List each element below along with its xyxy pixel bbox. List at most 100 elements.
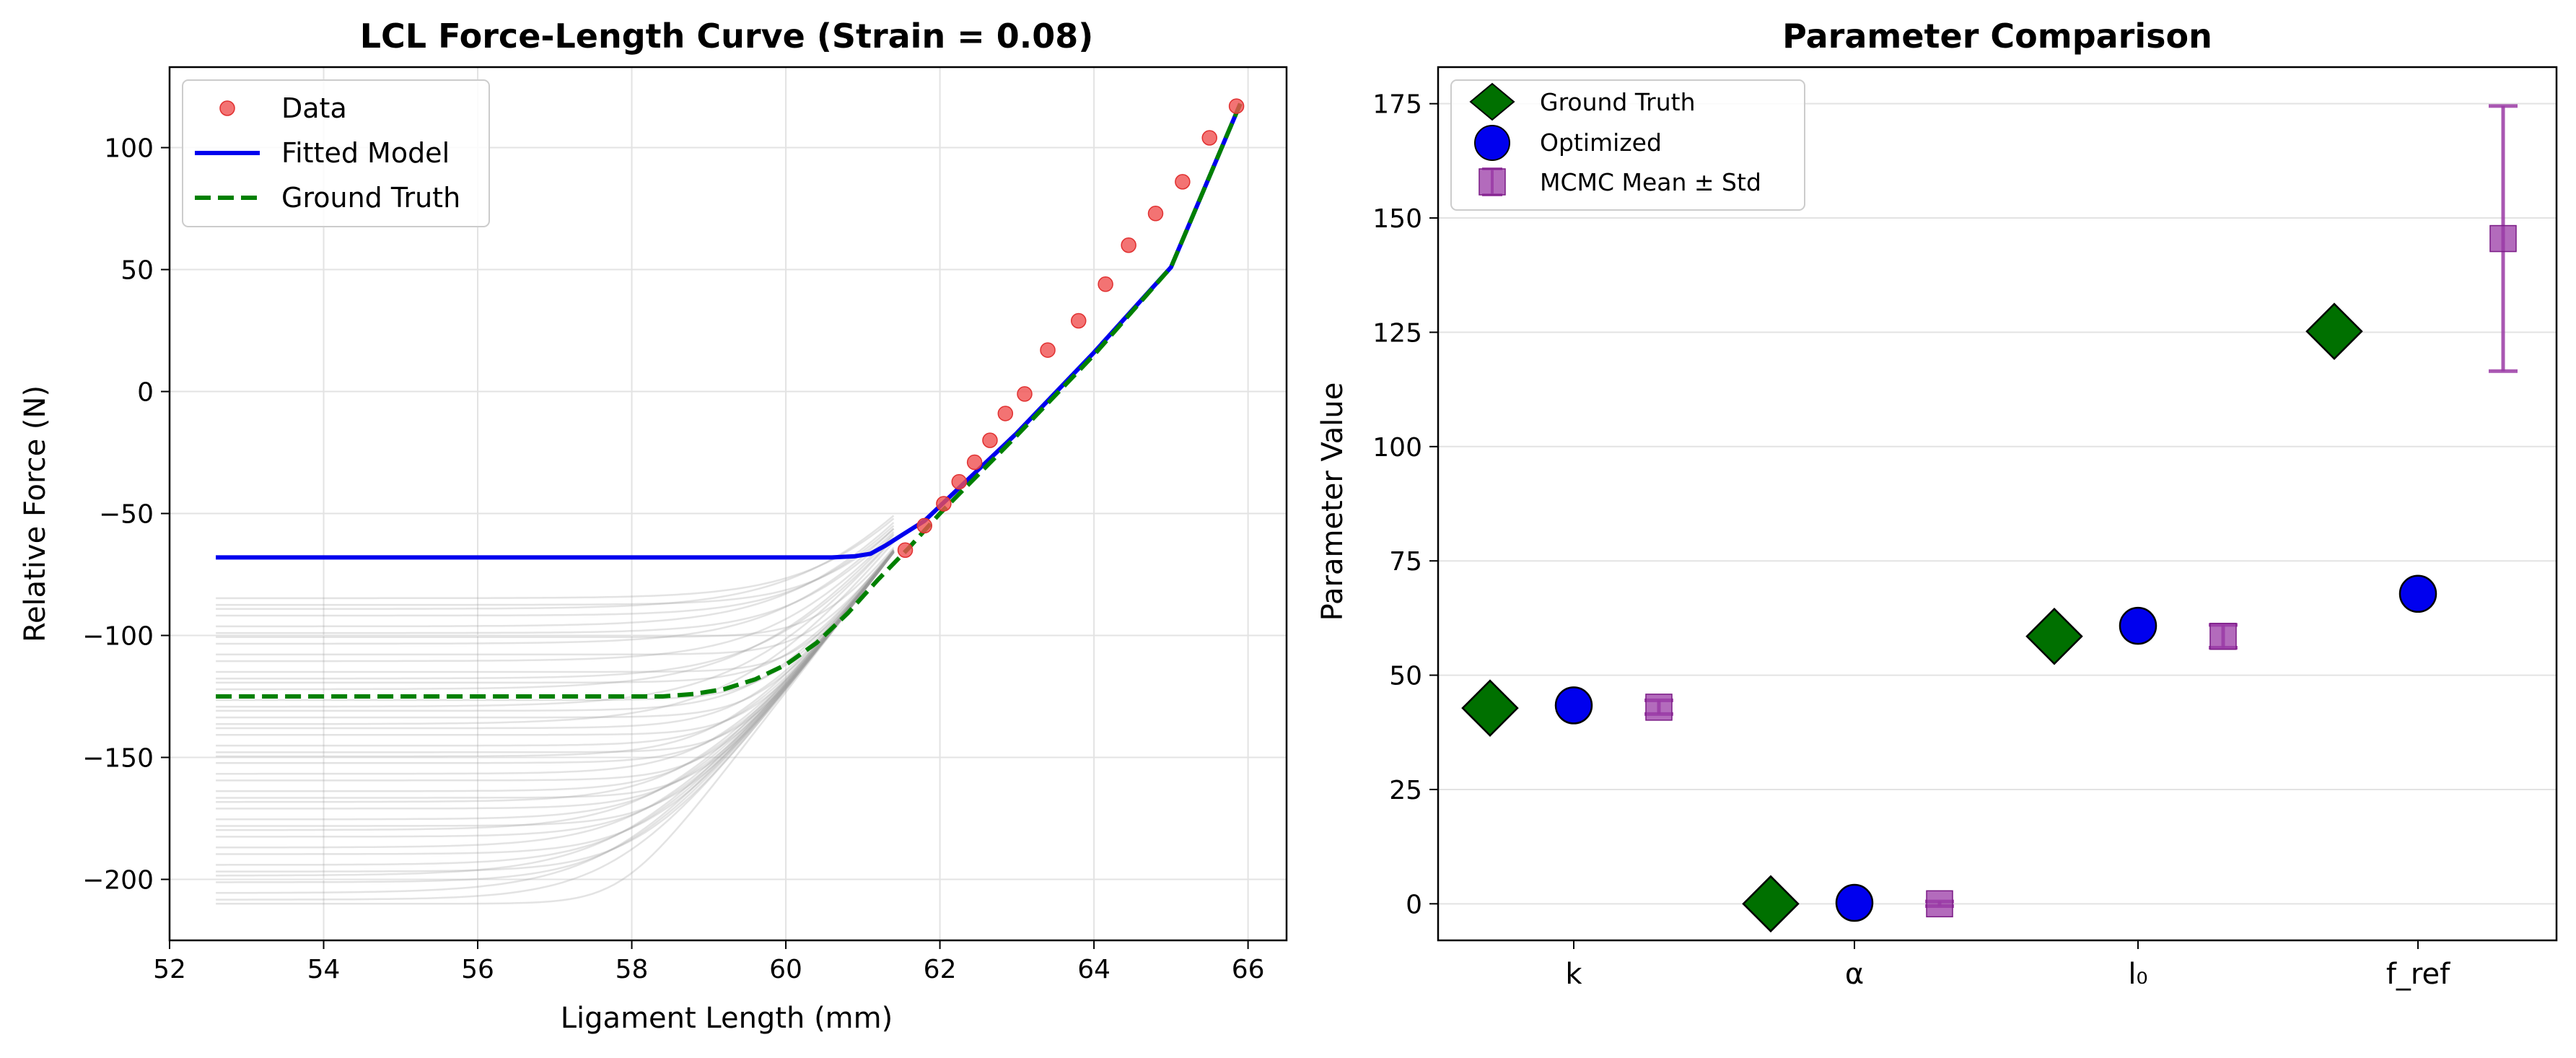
parameter-ticks: 0 25 50 75 100 125 150 175 k α l₀ f_ref <box>1372 90 2450 991</box>
parameter-legend: Ground Truth Optimized MCMC Mean ± Std <box>1450 79 1805 211</box>
x-tick-label: 56 <box>461 955 494 984</box>
data-point <box>997 406 1014 421</box>
posterior-sample-curve <box>216 550 895 775</box>
posterior-sample-curve <box>216 551 895 866</box>
ground-truth-marker <box>2305 302 2363 360</box>
mcmc-marker <box>1926 890 1953 918</box>
posterior-sample-curve <box>216 549 895 758</box>
posterior-sample-curve <box>216 551 895 849</box>
category-label: f_ref <box>2386 958 2450 991</box>
parameter-panel: Parameter Comparison Parameter Value 0 25… <box>1316 17 2558 991</box>
force-length-ticks: 52 54 56 58 60 62 64 66 −200 −150 −100 −50 0 50 100 <box>82 134 1264 984</box>
parameter-frame <box>1437 66 2558 942</box>
legend-mcmc-label: MCMC Mean ± Std <box>1540 168 1761 196</box>
category-label: α <box>1845 958 1864 991</box>
posterior-sample-curve <box>216 551 895 753</box>
posterior-sample-curve <box>216 541 895 725</box>
legend-ground-truth-label: Ground Truth <box>281 182 460 214</box>
optimized-marker <box>1835 883 1874 922</box>
data-point <box>1040 342 1056 358</box>
data-point <box>1071 312 1087 329</box>
legend-data-label: Data <box>281 92 347 124</box>
force-length-ylabel: Relative Force (N) <box>19 385 52 642</box>
legend-ground-truth-label: Ground Truth <box>1540 88 1696 116</box>
posterior-sample-curve <box>216 534 895 691</box>
parameter-title: Parameter Comparison <box>1782 17 2212 56</box>
x-tick-label: 52 <box>153 955 186 984</box>
mcmc-marker <box>2209 622 2237 650</box>
data-point <box>1098 276 1113 292</box>
posterior-sample-curve <box>216 551 895 821</box>
posterior-sample-curve <box>216 550 895 877</box>
posterior-sample-curve <box>216 550 895 730</box>
legend-data-marker <box>219 100 235 116</box>
posterior-sample-curve <box>216 548 895 712</box>
y-tick-label: 25 <box>1389 776 1422 805</box>
posterior-sample-curve <box>216 551 895 747</box>
legend-box <box>182 79 490 227</box>
posterior-sample-curve <box>216 528 895 645</box>
data-point <box>982 432 998 448</box>
optimized-marker <box>2119 606 2157 645</box>
y-tick-label: 100 <box>1372 433 1422 463</box>
force-length-title: LCL Force-Length Curve (Strain = 0.08) <box>360 17 1094 56</box>
posterior-sample-curve <box>216 551 895 905</box>
posterior-sample-curve <box>216 551 895 894</box>
y-tick-label: 150 <box>1372 204 1422 234</box>
force-length-lines <box>216 102 1243 699</box>
posterior-sample-curve <box>216 551 895 827</box>
posterior-sample-curve <box>216 550 895 831</box>
ground-truth-marker <box>1461 679 1519 737</box>
posterior-sample-curve <box>216 551 895 764</box>
data-points <box>897 98 1245 558</box>
y-tick-label: 125 <box>1372 318 1422 348</box>
x-tick-label: 62 <box>924 955 957 984</box>
force-length-xlabel: Ligament Length (mm) <box>561 1002 893 1035</box>
data-point <box>916 517 932 534</box>
category-label: l₀ <box>2128 958 2147 991</box>
x-tick-label: 60 <box>769 955 802 984</box>
legend-fitted-label: Fitted Model <box>281 137 450 169</box>
posterior-sample-curve <box>216 551 895 838</box>
data-point <box>966 454 983 471</box>
posterior-sample-curve <box>216 551 895 799</box>
y-tick-label: 50 <box>1389 662 1422 691</box>
data-point <box>951 473 968 490</box>
x-tick-label: 66 <box>1232 955 1265 984</box>
posterior-sample-curve <box>216 550 895 803</box>
posterior-sample-curve <box>216 551 895 792</box>
data-point <box>936 496 952 512</box>
data-point <box>1228 98 1245 114</box>
posterior-sample-curve <box>216 551 895 901</box>
y-tick-label: 0 <box>137 378 154 408</box>
posterior-samples <box>216 515 895 905</box>
optimized-marker <box>2398 574 2437 613</box>
posterior-sample-curve <box>216 533 895 663</box>
ground-truth-line <box>216 102 1243 699</box>
data-point <box>1121 237 1136 253</box>
x-tick-label: 58 <box>615 955 649 984</box>
posterior-sample-curve <box>216 548 895 684</box>
x-tick-label: 54 <box>307 955 341 984</box>
posterior-sample-curve <box>216 551 895 873</box>
y-tick-label: 100 <box>104 134 154 164</box>
posterior-sample-curve <box>216 550 895 673</box>
ground-truth-marker <box>2025 607 2083 665</box>
data-point <box>1017 386 1033 402</box>
y-tick-label: −200 <box>82 866 154 896</box>
posterior-sample-curve <box>216 538 895 708</box>
data-point <box>1147 206 1164 222</box>
posterior-sample-curve <box>216 525 895 617</box>
posterior-sample-curve <box>216 551 895 810</box>
posterior-sample-curve <box>216 522 895 628</box>
y-tick-label: −50 <box>99 500 154 530</box>
y-tick-label: 0 <box>1406 890 1422 919</box>
posterior-sample-curve <box>216 515 895 611</box>
posterior-sample-curve <box>216 517 895 600</box>
posterior-sample-curve <box>216 530 895 634</box>
mcmc-marker <box>2489 224 2517 253</box>
force-length-frame <box>168 66 1288 942</box>
fitted-model-line <box>216 102 1243 560</box>
parameter-ylabel: Parameter Value <box>1316 382 1349 621</box>
